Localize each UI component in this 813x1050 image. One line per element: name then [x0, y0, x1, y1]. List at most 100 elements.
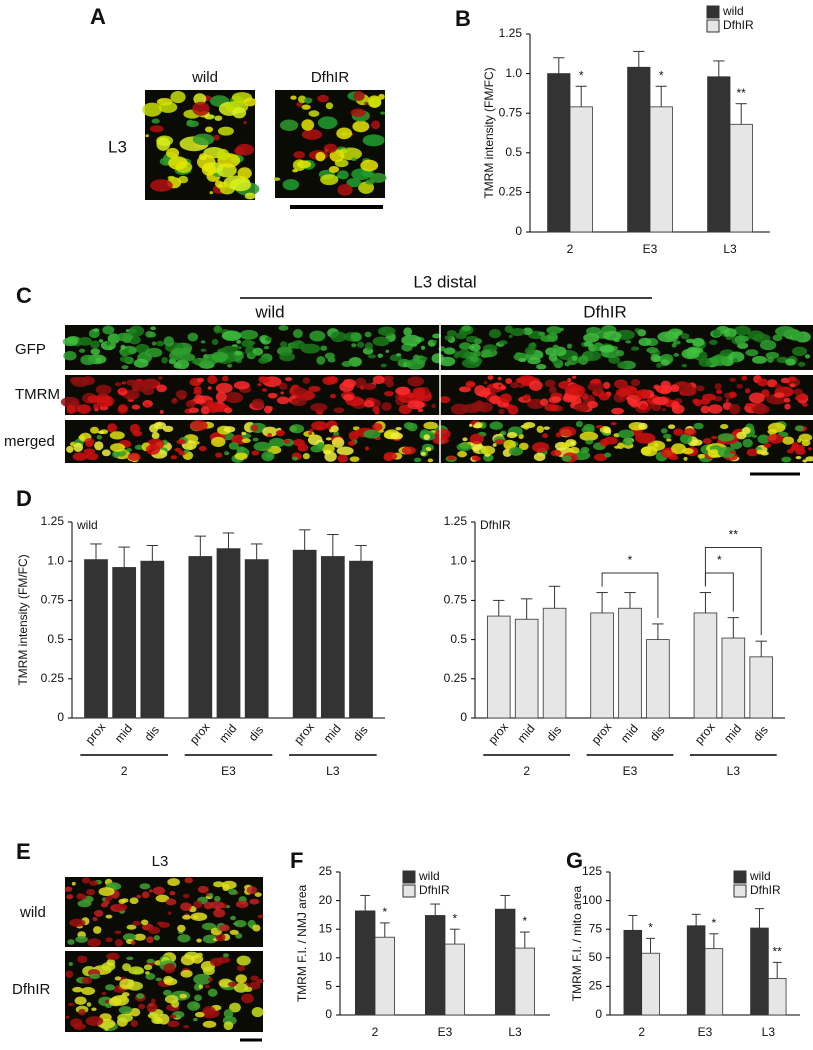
micrograph-spot — [237, 167, 252, 180]
micrograph-spot — [548, 386, 557, 394]
micrograph-spot — [310, 445, 323, 453]
micrograph-spot — [439, 396, 451, 404]
micrograph-spot — [173, 362, 182, 369]
bracket — [601, 572, 659, 618]
micrograph-spot — [569, 441, 575, 446]
micrograph-spot — [603, 436, 618, 445]
x-tick-label: dis — [647, 723, 668, 744]
micrograph-spot — [86, 1002, 92, 1007]
micrograph-spot — [170, 455, 177, 460]
micrograph-spot — [369, 172, 387, 183]
error-bar — [633, 50, 645, 68]
micrograph-spot — [297, 443, 309, 452]
micrograph-spot — [309, 428, 314, 432]
micrograph-spot — [262, 426, 278, 437]
header: L3 — [152, 853, 169, 870]
micrograph-spot — [209, 191, 214, 195]
micrograph-spot — [107, 423, 118, 433]
x-tick-label: 2 — [567, 242, 574, 256]
micrograph-spot — [207, 386, 212, 390]
micrograph-spot — [185, 400, 196, 408]
error-bar — [772, 961, 782, 979]
micrograph-spot — [330, 425, 339, 433]
micrograph-spot — [125, 394, 137, 401]
micrograph-spot — [174, 447, 182, 452]
micrograph-spot — [200, 348, 207, 352]
x-tick-label: 2 — [372, 1025, 379, 1039]
micrograph-spot — [546, 332, 558, 343]
micrograph-spot — [129, 897, 139, 905]
micrograph-spot — [457, 349, 471, 359]
micrograph-spot — [235, 932, 243, 939]
micrograph-spot — [583, 423, 595, 431]
micrograph-spot — [681, 364, 688, 368]
micrograph-spot — [330, 331, 347, 343]
x-tick-label: L3 — [508, 1025, 522, 1039]
micrograph-spot — [560, 442, 571, 449]
micrograph-spot — [693, 422, 704, 430]
micrograph-spot — [168, 911, 172, 915]
y-tick-label: 25 — [589, 979, 603, 993]
micrograph-spot — [194, 1011, 205, 1018]
micrograph-spot — [406, 358, 425, 370]
micrograph-spot — [763, 443, 772, 449]
legend-swatch — [733, 884, 747, 898]
micrograph-spot — [450, 403, 469, 415]
micrograph-spot — [490, 388, 498, 394]
micrograph-spot — [587, 401, 599, 409]
micrograph-spot — [638, 337, 652, 347]
micrograph-spot — [66, 894, 74, 900]
bar — [514, 947, 536, 1016]
micrograph-spot — [235, 974, 247, 984]
column-label: DfhIR — [311, 69, 350, 86]
micrograph-spot — [202, 966, 215, 976]
y-tick-label: 10 — [319, 950, 333, 964]
micrograph-spot — [720, 424, 729, 430]
micrograph-spot — [469, 433, 484, 445]
x-tick-label: dis — [544, 723, 565, 744]
micrograph-spot — [193, 93, 207, 105]
micrograph-spot — [91, 1007, 97, 1011]
micrograph-spot — [257, 915, 263, 919]
y-tick-label: 50 — [589, 950, 603, 964]
micrograph-spot — [508, 334, 513, 339]
micrograph-spot — [614, 381, 628, 389]
micrograph-spot — [252, 347, 264, 356]
micrograph-spot — [118, 898, 126, 905]
micrograph-spot — [510, 382, 520, 389]
micrograph-spot — [323, 143, 338, 153]
micrograph-spot — [781, 456, 792, 463]
x-tick-label: prox — [692, 720, 718, 747]
micrograph-spot — [683, 456, 688, 461]
micrograph-spot — [208, 893, 214, 898]
micrograph-spot — [290, 340, 305, 349]
micrograph-spot — [97, 430, 105, 434]
micrograph-spot — [702, 437, 712, 445]
micrograph-spot — [105, 914, 113, 919]
micrograph-spot — [756, 449, 763, 455]
micrograph-spot — [222, 953, 230, 958]
micrograph-spot — [808, 447, 812, 451]
micrograph-spot — [207, 375, 218, 385]
micrograph-spot — [712, 329, 721, 337]
error-bar — [755, 640, 767, 657]
micrograph-spot — [252, 437, 259, 442]
y-tick-label: 0.5 — [47, 632, 64, 646]
micrograph-spot — [498, 409, 505, 415]
micrograph-spot — [159, 409, 164, 414]
micrograph-spot — [130, 1020, 139, 1028]
micrograph-spot — [128, 325, 145, 337]
micrograph-spot — [413, 457, 422, 463]
micrograph-spot — [106, 952, 120, 961]
error-bar — [655, 85, 667, 107]
micrograph-spot — [527, 357, 541, 365]
bracket-label: ** — [729, 528, 739, 542]
micrograph-spot — [680, 333, 690, 340]
micrograph-spot — [158, 101, 178, 113]
micrograph-spot — [78, 348, 86, 353]
bar — [140, 560, 165, 719]
micrograph-spot — [211, 338, 219, 346]
micrograph-spot — [487, 375, 494, 380]
micrograph-spot — [252, 924, 261, 932]
